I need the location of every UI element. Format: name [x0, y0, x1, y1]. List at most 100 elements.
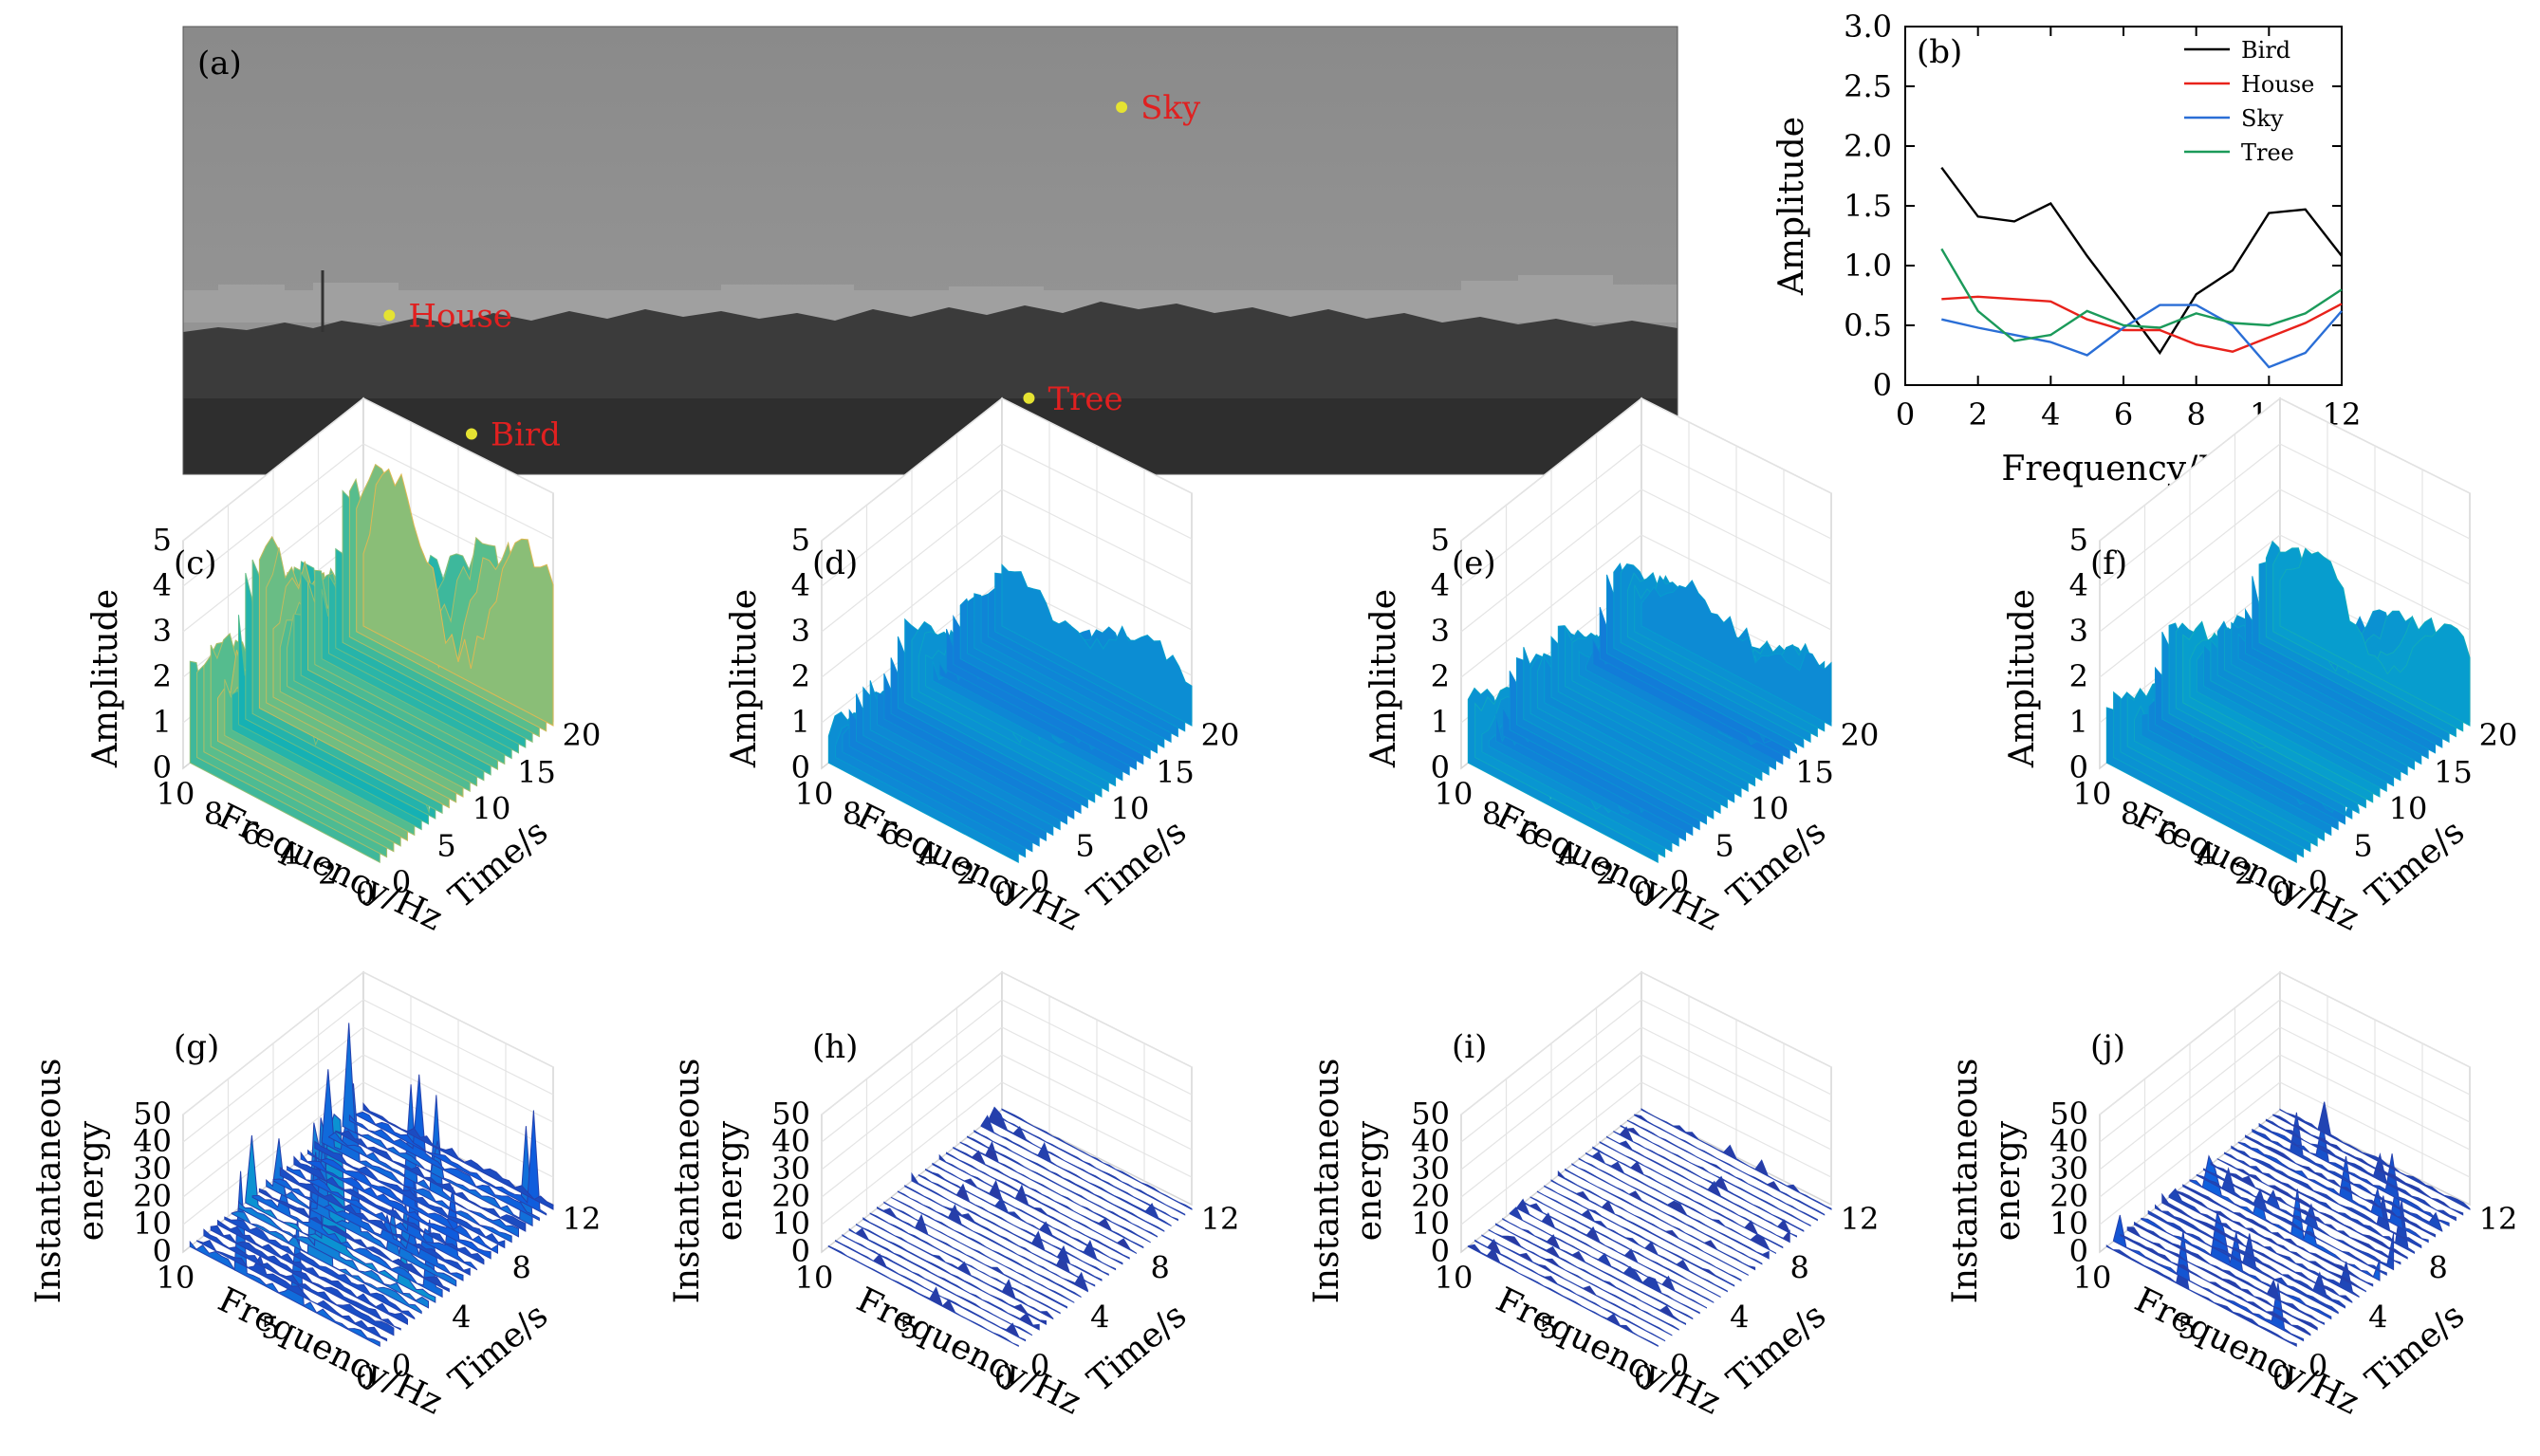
surface-strip: [335, 1130, 527, 1232]
surface-strip: [869, 1212, 1061, 1315]
surface-strip: [2113, 1214, 2305, 1342]
value-tick-label: 50: [1411, 1096, 1450, 1132]
panel-label-c: (c): [174, 544, 217, 582]
value-tick-label: 2: [2069, 658, 2088, 694]
time-axis-label: Time/s: [2359, 812, 2472, 916]
frequency-tick-label: 6: [881, 816, 899, 852]
point-marker-tree: [1023, 392, 1035, 404]
surface-strip: [356, 1110, 547, 1216]
surface-strip: [258, 1188, 450, 1293]
value-tick-label: 0: [2069, 749, 2088, 785]
value-tick-label: 0: [153, 749, 172, 785]
value-axis-label: Amplitude: [725, 589, 764, 768]
surface-strip: [1467, 1244, 1659, 1348]
value-tick-label: 10: [2049, 1206, 2088, 1242]
time-tick-label: 20: [563, 717, 602, 753]
frequency-tick-label: 0: [356, 1359, 375, 1395]
surface-strip: [1481, 1234, 1673, 1336]
series-line-tree: [1940, 248, 2343, 342]
surface-strip: [1516, 1198, 1707, 1309]
surface-strip: [300, 1151, 491, 1260]
frequency-tick-label: 0: [1634, 875, 1653, 912]
frequency-tick-label: 4: [918, 836, 937, 872]
surface-strip: [2155, 1204, 2345, 1309]
time-tick-label: 15: [1156, 754, 1195, 790]
y-tick-label: 1.5: [1844, 188, 1892, 224]
frequency-tick-label: 8: [1482, 796, 1501, 832]
value-axis-label: Amplitude: [2003, 589, 2042, 768]
panel-label-j: (j): [2090, 1028, 2125, 1066]
surface-strip: [245, 1113, 436, 1303]
surface-strip: [1544, 1185, 1735, 1287]
value-tick-label: 4: [153, 567, 172, 603]
surface-strip: [1578, 1157, 1770, 1260]
frequency-tick-label: 5: [899, 1310, 918, 1346]
time-tick-label: 15: [1795, 754, 1834, 790]
frequency-tick-label: 4: [1558, 836, 1577, 872]
value-tick-label: 1: [153, 704, 172, 740]
surface-strip: [342, 1023, 533, 1227]
frequency-tick-label: 10: [157, 776, 195, 812]
value-tick-label: 2: [153, 658, 172, 694]
photo-buildings: [183, 275, 1678, 323]
panel-label-i: (i): [1452, 1028, 1487, 1066]
value-tick-label: 3: [2069, 613, 2088, 649]
frequency-tick-label: 10: [157, 1260, 195, 1296]
point-marker-house: [383, 309, 396, 322]
value-tick-label: 1: [791, 704, 810, 740]
value-tick-label: 4: [791, 567, 810, 603]
value-tick-label: 40: [2049, 1123, 2088, 1159]
surface-strip: [189, 1170, 380, 1348]
value-tick-label: 30: [133, 1151, 172, 1187]
surface-strip: [293, 1155, 485, 1265]
surface-strip: [2272, 1114, 2464, 1216]
value-tick-label: 0: [791, 749, 810, 785]
frequency-tick-label: 6: [2159, 816, 2178, 852]
value-axis-label-line2: energy: [72, 1120, 111, 1241]
surface-strip: [1620, 1124, 1811, 1227]
time-tick-label: 10: [1111, 791, 1150, 827]
surface-strip: [2175, 1189, 2366, 1293]
time-tick-label: 12: [2479, 1201, 2518, 1237]
surface-strip: [2196, 1167, 2387, 1277]
value-tick-label: 2: [1431, 658, 1450, 694]
surface-strip: [1474, 1238, 1666, 1342]
value-tick-label: 10: [133, 1206, 172, 1242]
frequency-tick-label: 8: [204, 796, 223, 832]
scene-photo: (a) Sky House Tree Bird: [182, 26, 1678, 475]
panel-label-f: (f): [2090, 544, 2127, 582]
surface-strip: [2189, 1154, 2381, 1281]
surface-strip: [980, 1115, 1172, 1227]
surface-strip: [328, 1084, 519, 1238]
value-tick-label: 5: [791, 522, 810, 558]
surface-strip: [2252, 1112, 2443, 1232]
surface-strip: [217, 1219, 408, 1326]
surface-strip: [994, 1114, 1186, 1216]
frequency-tick-label: 5: [261, 1310, 280, 1346]
time-tick-label: 5: [436, 827, 455, 863]
value-tick-label: 20: [133, 1178, 172, 1214]
time-tick-label: 12: [1201, 1201, 1240, 1237]
time-tick-label: 8: [1789, 1250, 1808, 1286]
value-tick-label: 0: [153, 1233, 172, 1269]
value-tick-label: 2: [791, 658, 810, 694]
frequency-tick-label: 10: [795, 1260, 834, 1296]
surface-strip: [890, 1196, 1082, 1299]
frequency-tick-label: 0: [2272, 875, 2291, 912]
surface-strip: [2231, 1145, 2422, 1249]
surface-strip: [1550, 1179, 1742, 1281]
surface-strip: [827, 1244, 1019, 1348]
time-tick-label: 20: [2479, 717, 2518, 753]
surface-strip: [2279, 547, 2471, 727]
frequency-tick-label: 0: [2272, 1359, 2291, 1395]
legend-label-house: House: [2241, 71, 2314, 98]
time-tick-label: 15: [2434, 754, 2473, 790]
time-tick-label: 20: [1201, 717, 1240, 753]
x-tick-label: 8: [2186, 396, 2205, 433]
surface-strip: [1509, 1207, 1700, 1315]
surface-strip: [2105, 1244, 2297, 1348]
surface-strip: [2134, 1221, 2325, 1326]
